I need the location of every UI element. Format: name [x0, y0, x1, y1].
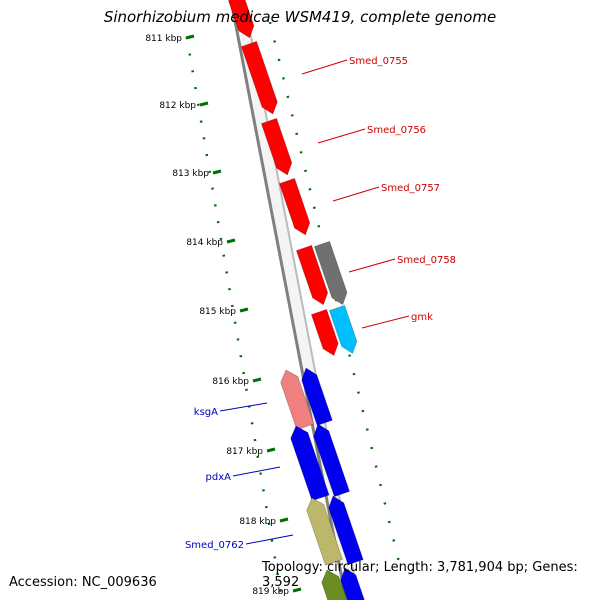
scale-label: 813 kbp	[172, 169, 209, 179]
scale-label: 817 kbp	[226, 447, 263, 457]
scale-label: 812 kbp	[159, 101, 196, 111]
gene-arrow[interactable]	[260, 117, 293, 176]
scale-label: 819 kbp	[252, 587, 289, 597]
scale-major-tick	[266, 447, 276, 453]
scale-major-tick	[226, 238, 236, 244]
gene-arrow[interactable]	[328, 495, 364, 566]
genome-summary-text: Topology: circular; Length: 3,781,904 bp…	[262, 560, 578, 590]
gene-label[interactable]: gmk	[411, 312, 433, 323]
gene-label[interactable]: Smed_0758	[397, 255, 456, 266]
scale-major-tick	[212, 169, 222, 175]
gene-label[interactable]: Smed_0762	[185, 540, 244, 551]
gene-label-leader	[301, 59, 348, 75]
gene-arrow[interactable]	[295, 244, 329, 306]
gene-arrow[interactable]	[278, 177, 311, 236]
scale-major-tick	[279, 517, 289, 523]
gene-label-leader	[317, 128, 366, 144]
gene-label-leader	[219, 402, 268, 412]
gene-arrow[interactable]	[306, 497, 344, 566]
gene-label[interactable]: pdxA	[206, 472, 232, 483]
scale-label: 815 kbp	[199, 307, 236, 317]
gene-arrow[interactable]	[227, 0, 255, 39]
gene-arrow[interactable]	[301, 367, 333, 427]
gene-label-leader	[348, 258, 396, 273]
gene-arrow[interactable]	[240, 40, 278, 115]
scale-label: 814 kbp	[186, 238, 223, 248]
gene-label[interactable]: Smed_0757	[381, 183, 440, 194]
gene-arrow[interactable]	[340, 567, 366, 600]
gene-label-leader	[232, 466, 281, 477]
gene-label[interactable]: ksgA	[194, 407, 218, 418]
scale-major-tick	[252, 377, 262, 383]
backbone-line-left	[229, 0, 348, 600]
scale-major-tick	[292, 587, 302, 593]
scale-label: 818 kbp	[239, 517, 276, 527]
gene-arrow[interactable]	[290, 425, 330, 502]
gene-arrow[interactable]	[280, 369, 315, 431]
gene-arrow[interactable]	[313, 240, 348, 306]
scale-major-tick	[199, 101, 209, 107]
scale-label: 816 kbp	[212, 377, 249, 387]
scale-label: 811 kbp	[145, 34, 182, 44]
genome-title: Sinorhizobium medicae WSM419, complete g…	[103, 8, 497, 26]
scale-major-tick	[239, 307, 249, 313]
gene-label-leader	[361, 315, 410, 329]
gene-label[interactable]: Smed_0755	[349, 56, 408, 67]
gene-arrow[interactable]	[321, 569, 349, 600]
gene-arrow[interactable]	[310, 308, 339, 357]
gene-label[interactable]: Smed_0756	[367, 125, 426, 136]
gene-arrow[interactable]	[328, 304, 358, 355]
gene-arrow[interactable]	[313, 423, 351, 498]
gene-label-leader	[332, 186, 380, 202]
gene-label-leader	[245, 534, 294, 545]
scale-major-tick	[185, 34, 195, 40]
accession-text: Accession: NC_009636	[9, 575, 157, 590]
